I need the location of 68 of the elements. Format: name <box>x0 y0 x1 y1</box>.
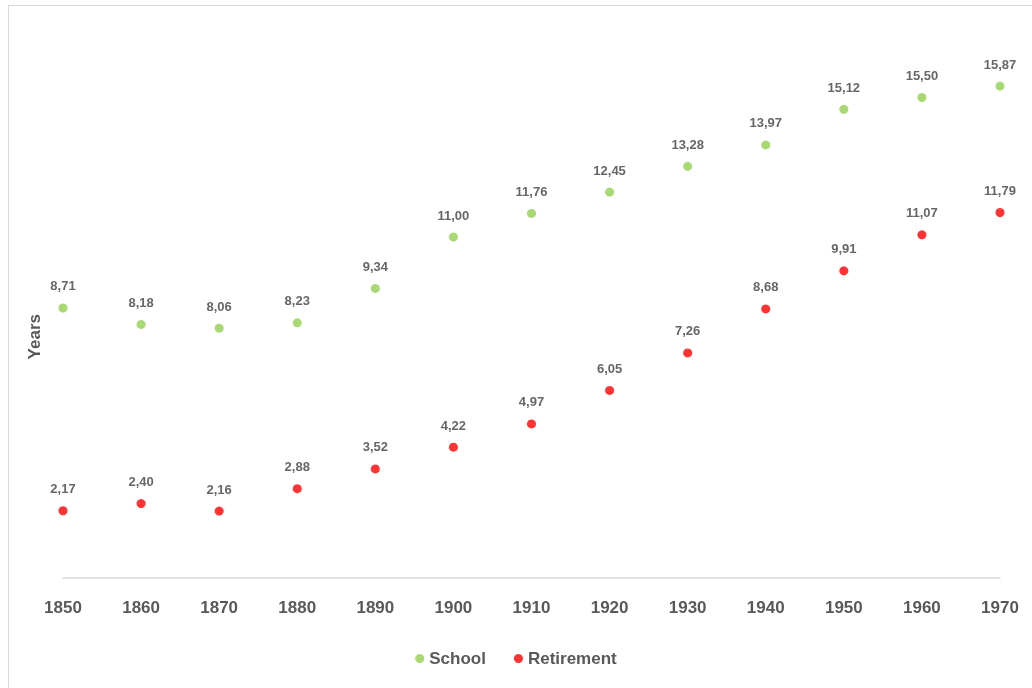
point <box>58 506 68 516</box>
x-tick-label: 1930 <box>668 598 707 617</box>
x-tick-label: 1960 <box>903 598 941 617</box>
x-tick-label: 1970 <box>981 598 1019 617</box>
data-label: 8,18 <box>128 294 154 310</box>
point <box>136 499 146 509</box>
data-label: 4,22 <box>440 417 467 433</box>
x-tick-label: 1910 <box>512 598 551 617</box>
data-label: 11,07 <box>906 205 938 221</box>
data-label: 12,45 <box>593 162 626 178</box>
point <box>292 484 302 494</box>
point <box>292 318 302 328</box>
point <box>370 283 380 293</box>
point <box>214 506 224 516</box>
point <box>605 187 615 197</box>
point <box>527 419 536 429</box>
data-label: 7,26 <box>675 323 701 339</box>
point <box>761 140 771 150</box>
data-label: 11,76 <box>515 183 548 199</box>
data-label: 2,40 <box>128 474 154 490</box>
data-label: 4,97 <box>518 394 545 410</box>
point <box>448 442 458 452</box>
data-label: 8,71 <box>50 278 76 294</box>
x-tick-label: 1940 <box>746 598 785 617</box>
point <box>917 230 927 240</box>
legend-label: School <box>429 649 486 668</box>
point <box>448 232 458 242</box>
data-label: 8,06 <box>206 298 232 314</box>
point <box>527 208 536 218</box>
data-label: 8,23 <box>284 293 310 309</box>
data-label: 3,52 <box>362 439 388 455</box>
point <box>370 464 380 474</box>
data-label: 6,05 <box>596 360 623 376</box>
data-label: 8,68 <box>753 279 779 295</box>
point <box>683 348 693 358</box>
data-label: 15,12 <box>827 79 861 95</box>
point <box>214 323 224 333</box>
data-label: 2,17 <box>50 481 76 497</box>
x-tick-label: 1870 <box>200 598 239 617</box>
x-tick-label: 1920 <box>590 598 629 617</box>
x-tick-label: 1900 <box>434 598 473 617</box>
data-label: 13,97 <box>749 115 783 131</box>
data-label: 11,00 <box>437 207 470 223</box>
data-label: 9,91 <box>831 241 857 257</box>
point <box>995 81 1005 91</box>
point <box>839 104 849 114</box>
data-label: 2,16 <box>206 481 232 497</box>
x-tick-label: 1890 <box>356 598 395 617</box>
point <box>995 208 1005 218</box>
legend-label: Retirement <box>527 649 618 668</box>
data-label: 9,34 <box>362 258 389 274</box>
point <box>839 266 849 276</box>
x-tick-label: 1850 <box>44 598 82 617</box>
data-label: 11,79 <box>984 183 1016 199</box>
y-axis-title: Years <box>25 313 44 360</box>
data-label: 2,88 <box>284 459 310 475</box>
point <box>917 93 927 102</box>
x-tick-label: 1950 <box>824 598 863 617</box>
point <box>136 319 146 329</box>
point <box>58 303 68 313</box>
x-tick-label: 1880 <box>278 598 317 617</box>
x-tick-label: 1860 <box>122 598 160 617</box>
data-label: 15,87 <box>983 56 1017 72</box>
point <box>605 385 615 395</box>
data-label: 13,28 <box>671 136 704 152</box>
data-label: 15,50 <box>905 68 939 83</box>
point <box>761 304 771 314</box>
point <box>683 161 693 171</box>
